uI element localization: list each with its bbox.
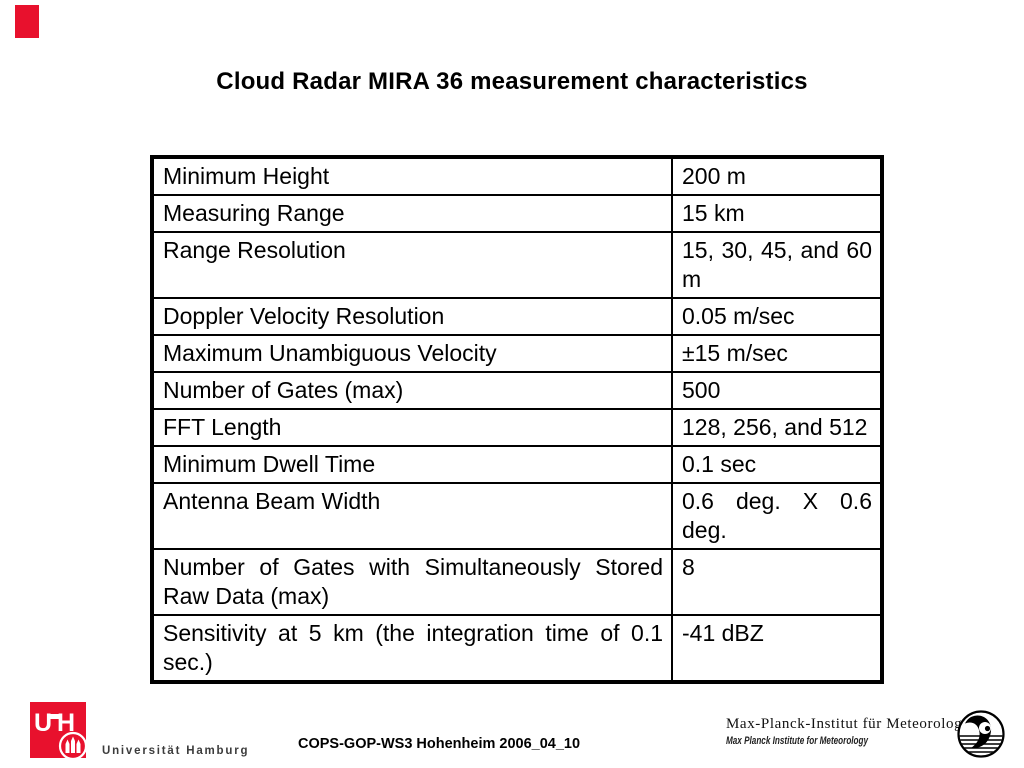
parameter-cell: Doppler Velocity Resolution bbox=[151, 297, 673, 336]
hamburg-castle-emblem-icon bbox=[58, 731, 86, 758]
table-row: Maximum Unambiguous Velocity ±15 m/sec bbox=[151, 334, 883, 373]
uhh-letter-h: H bbox=[57, 709, 75, 737]
measurement-characteristics-table: Minimum Height 200 m Measuring Range 15 … bbox=[150, 155, 884, 684]
table-row: FFT Length 128, 256, and 512 bbox=[151, 408, 883, 447]
mpi-name-german: Max-Planck-Institut für Meteorologie bbox=[726, 716, 975, 732]
uhh-logo: U H bbox=[30, 702, 86, 758]
table-row: Number of Gates (max) 500 bbox=[151, 371, 883, 410]
parameter-cell: Antenna Beam Width bbox=[151, 482, 673, 550]
value-cell: 128, 256, and 512 bbox=[671, 408, 883, 447]
mpi-name-english: Max Planck Institute for Meteorology bbox=[726, 735, 869, 747]
footer-caption: COPS-GOP-WS3 Hohenheim 2006_04_10 bbox=[298, 736, 581, 752]
value-cell: 500 bbox=[671, 371, 883, 410]
parameter-cell: Minimum Height bbox=[151, 156, 673, 196]
table-row: Measuring Range 15 km bbox=[151, 194, 883, 233]
uhh-logo-label: Universität Hamburg bbox=[102, 745, 250, 757]
value-cell: 15, 30, 45, and 60 m bbox=[671, 231, 883, 299]
parameter-cell: Sensitivity at 5 km (the integration tim… bbox=[151, 614, 673, 683]
parameter-cell: Measuring Range bbox=[151, 194, 673, 233]
table-row: Range Resolution 15, 30, 45, and 60 m bbox=[151, 231, 883, 299]
table-row: Sensitivity at 5 km (the integration tim… bbox=[151, 614, 883, 683]
table-row: Antenna Beam Width 0.6 deg. X 0.6 deg. bbox=[151, 482, 883, 550]
parameter-cell: FFT Length bbox=[151, 408, 673, 447]
table-row: Doppler Velocity Resolution 0.05 m/sec bbox=[151, 297, 883, 336]
value-cell: 8 bbox=[671, 548, 883, 616]
value-cell: ±15 m/sec bbox=[671, 334, 883, 373]
parameter-cell: Range Resolution bbox=[151, 231, 673, 299]
uhh-ligature-bar bbox=[48, 714, 59, 719]
table-row: Number of Gates with Simultaneously Stor… bbox=[151, 548, 883, 616]
value-cell: 15 km bbox=[671, 194, 883, 233]
uhh-logo-icon: U H bbox=[34, 709, 86, 758]
parameter-cell: Number of Gates (max) bbox=[151, 371, 673, 410]
value-cell: 200 m bbox=[671, 156, 883, 196]
table-row: Minimum Dwell Time 0.1 sec bbox=[151, 445, 883, 484]
uhh-letter-u: U bbox=[34, 709, 52, 737]
table-row: Minimum Height 200 m bbox=[151, 156, 883, 196]
red-corner-square bbox=[15, 5, 39, 38]
value-cell: -41 dBZ bbox=[671, 614, 883, 683]
mpi-emblem-icon bbox=[957, 710, 1005, 758]
parameter-cell: Minimum Dwell Time bbox=[151, 445, 673, 484]
parameter-cell: Number of Gates with Simultaneously Stor… bbox=[151, 548, 673, 616]
value-cell: 0.05 m/sec bbox=[671, 297, 883, 336]
parameter-cell: Maximum Unambiguous Velocity bbox=[151, 334, 673, 373]
value-cell: 0.6 deg. X 0.6 deg. bbox=[671, 482, 883, 550]
value-cell: 0.1 sec bbox=[671, 445, 883, 484]
page-title: Cloud Radar MIRA 36 measurement characte… bbox=[216, 68, 808, 95]
